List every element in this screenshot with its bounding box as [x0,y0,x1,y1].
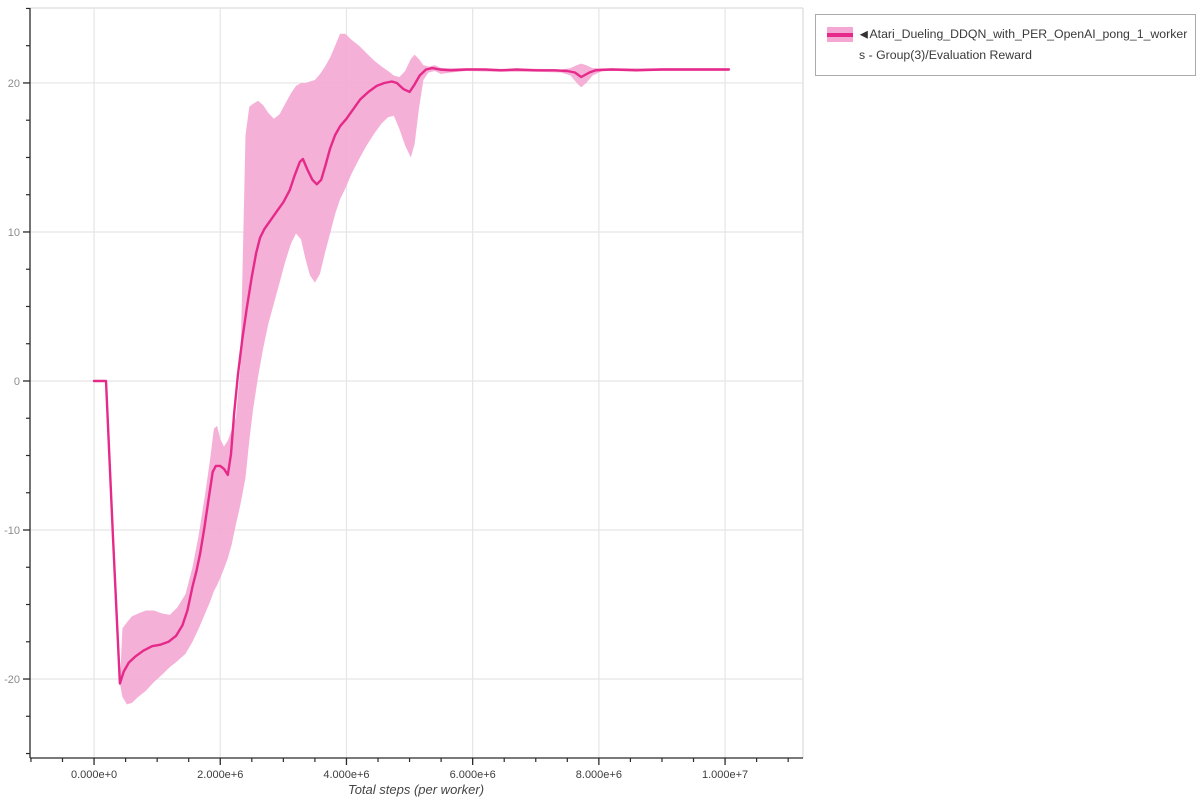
legend-label-line2: s - Group(3)/Evaluation Reward [859,48,1032,62]
x-tick-label: 8.000e+6 [576,769,622,781]
y-tick-label: 0 [14,376,20,388]
y-tick-label: 10 [8,227,20,239]
collapse-triangle-icon: ◀ [859,28,868,41]
x-tick-label: 4.000e+6 [323,769,369,781]
x-axis-title: Total steps (per worker) [347,782,485,797]
y-tick-label: 20 [8,78,20,90]
y-tick-label: -20 [4,674,20,686]
grid-layer [30,8,803,758]
mean-reward-line [92,66,731,685]
plot-border [30,7,804,758]
axes-layer: 0.000e+0 2.000e+6 4.000e+6 6.000e+6 8.000e+6… [4,7,803,781]
legend: ◀ Atari_Dueling_DDQN_with_PER_OpenAI_pong… [815,14,1196,76]
x-tick-label: 6.000e+6 [450,769,496,781]
x-tick-label: 1.000e+7 [702,769,748,781]
legend-label-line1: Atari_Dueling_DDQN_with_PER_OpenAI_pong_… [869,27,1188,41]
x-tick-label: 2.000e+6 [197,769,243,781]
x-tick-label: 0.000e+0 [71,769,117,781]
legend-label: ◀ Atari_Dueling_DDQN_with_PER_OpenAI_pong… [859,24,1187,66]
legend-series-swatch-icon [827,27,853,42]
legend-item[interactable]: ◀ Atari_Dueling_DDQN_with_PER_OpenAI_pong… [827,24,1187,66]
confidence-band [119,33,729,705]
y-tick-label: -10 [4,525,20,537]
line-color-chip [827,32,853,37]
